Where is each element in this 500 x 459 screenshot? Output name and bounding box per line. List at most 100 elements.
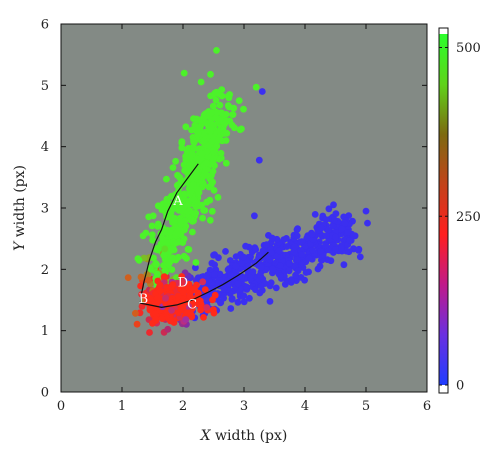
data-point bbox=[209, 155, 217, 162]
data-point bbox=[309, 236, 317, 244]
data-point bbox=[234, 298, 242, 306]
data-point bbox=[171, 217, 178, 225]
data-point bbox=[207, 70, 214, 78]
data-point bbox=[133, 320, 141, 328]
y-tick-label: 0 bbox=[41, 386, 49, 401]
data-point bbox=[240, 105, 247, 113]
data-point bbox=[207, 177, 215, 185]
data-point bbox=[172, 157, 180, 165]
data-point bbox=[215, 135, 223, 143]
data-point bbox=[246, 294, 253, 302]
data-point bbox=[200, 314, 207, 321]
data-point bbox=[139, 232, 147, 240]
point-label-c: C bbox=[187, 298, 197, 313]
data-point bbox=[221, 119, 229, 127]
data-point bbox=[213, 47, 220, 54]
data-point bbox=[220, 285, 228, 293]
data-point bbox=[173, 274, 180, 281]
data-point bbox=[222, 248, 229, 255]
y-axis-title: Y width (px) bbox=[12, 165, 28, 251]
data-point bbox=[190, 144, 198, 151]
data-point bbox=[197, 306, 205, 314]
data-point bbox=[145, 276, 152, 284]
data-point bbox=[205, 183, 213, 191]
data-point bbox=[322, 232, 330, 240]
data-point bbox=[167, 208, 175, 216]
data-point bbox=[325, 205, 333, 213]
data-point bbox=[257, 282, 265, 290]
data-point bbox=[224, 102, 232, 109]
data-point bbox=[225, 94, 233, 102]
data-point bbox=[192, 264, 199, 272]
data-point bbox=[251, 212, 258, 220]
data-point bbox=[283, 235, 290, 242]
x-tick-label: 1 bbox=[118, 399, 126, 414]
data-point bbox=[240, 298, 248, 306]
data-point bbox=[207, 109, 215, 117]
data-point bbox=[305, 254, 313, 262]
data-point bbox=[221, 130, 228, 137]
data-point bbox=[318, 224, 325, 232]
data-point bbox=[175, 181, 182, 189]
colorbar-tick-label: 250 bbox=[456, 210, 481, 225]
x-axis-title: X width (px) bbox=[200, 428, 288, 444]
data-point bbox=[252, 83, 260, 91]
data-point bbox=[179, 288, 187, 296]
data-point bbox=[355, 247, 362, 254]
data-point bbox=[166, 259, 174, 266]
data-point bbox=[341, 219, 349, 227]
data-point bbox=[154, 294, 161, 302]
data-point bbox=[276, 272, 284, 280]
data-point bbox=[201, 286, 209, 293]
data-point bbox=[283, 243, 291, 250]
data-point bbox=[190, 298, 198, 306]
data-point bbox=[193, 185, 201, 193]
data-point bbox=[193, 155, 201, 163]
data-point bbox=[169, 281, 177, 288]
data-point bbox=[172, 204, 179, 212]
data-point bbox=[198, 177, 206, 185]
data-point bbox=[132, 309, 139, 317]
data-point bbox=[189, 228, 196, 236]
data-point bbox=[216, 270, 224, 278]
data-point bbox=[148, 231, 156, 239]
data-point bbox=[180, 191, 187, 199]
data-point bbox=[145, 213, 153, 221]
data-point bbox=[153, 261, 160, 268]
data-point bbox=[212, 114, 220, 122]
data-point bbox=[174, 227, 182, 234]
data-point bbox=[210, 251, 218, 259]
data-point bbox=[291, 243, 299, 251]
y-tick-label: 4 bbox=[41, 140, 49, 155]
data-point bbox=[199, 278, 207, 286]
data-point bbox=[155, 244, 162, 252]
data-point bbox=[332, 233, 339, 241]
data-point bbox=[232, 262, 240, 270]
data-point bbox=[206, 216, 214, 224]
data-point bbox=[214, 194, 222, 201]
data-point bbox=[255, 251, 263, 259]
data-point bbox=[159, 235, 167, 242]
data-point bbox=[316, 262, 324, 270]
data-point bbox=[356, 253, 364, 261]
data-point bbox=[364, 219, 371, 227]
data-point bbox=[288, 276, 295, 283]
data-point bbox=[188, 152, 195, 160]
data-point bbox=[200, 137, 208, 145]
data-point bbox=[249, 268, 257, 276]
data-point bbox=[138, 303, 146, 310]
data-point bbox=[175, 309, 183, 317]
data-point bbox=[180, 202, 188, 210]
data-point bbox=[298, 251, 305, 258]
data-point bbox=[227, 305, 235, 312]
data-point bbox=[189, 181, 197, 189]
data-point bbox=[302, 269, 310, 276]
data-point bbox=[258, 88, 266, 95]
data-point bbox=[160, 262, 167, 269]
data-point bbox=[149, 236, 157, 244]
data-point bbox=[243, 283, 251, 291]
data-point bbox=[238, 259, 245, 267]
y-tick-label: 1 bbox=[41, 324, 49, 339]
data-point bbox=[154, 223, 162, 230]
plot-area bbox=[61, 24, 427, 392]
